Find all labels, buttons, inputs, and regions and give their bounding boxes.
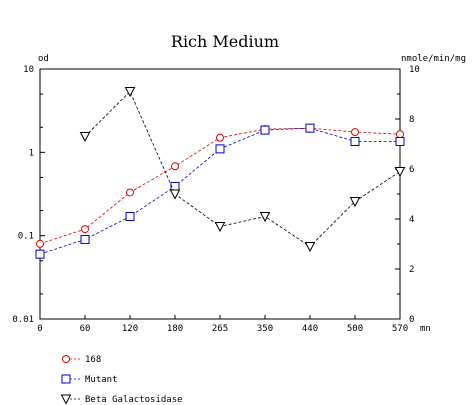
y-right-tick-label: 8 bbox=[409, 115, 414, 125]
data-point bbox=[350, 136, 360, 146]
data-point bbox=[35, 249, 45, 259]
y-left-tick-label: 0.01 bbox=[12, 315, 34, 325]
y-right-tick-label: 4 bbox=[409, 215, 414, 225]
legend-marker bbox=[62, 355, 70, 363]
data-point bbox=[170, 181, 180, 191]
data-point bbox=[79, 132, 91, 143]
data-point bbox=[81, 225, 89, 234]
x-tick-label: 500 bbox=[347, 324, 363, 334]
y-right-axis-label: nmole/min/mg bbox=[401, 54, 466, 64]
legend-label: 168 bbox=[85, 355, 101, 365]
legend-label: Beta Galactosidase bbox=[85, 395, 183, 405]
data-point bbox=[169, 189, 181, 200]
y-right-tick-label: 2 bbox=[409, 265, 414, 275]
data-point bbox=[215, 144, 225, 154]
plot-frame bbox=[39, 68, 401, 320]
x-axis-label: mn bbox=[420, 324, 431, 334]
series-1 bbox=[35, 123, 405, 259]
data-point bbox=[260, 125, 270, 135]
y-left-axis-label: od bbox=[38, 54, 49, 64]
legend-marker bbox=[60, 394, 72, 405]
x-tick-label: 0 bbox=[37, 324, 42, 334]
data-point bbox=[80, 234, 90, 244]
legend-marker bbox=[61, 374, 71, 384]
x-tick-label: 570 bbox=[392, 324, 408, 334]
data-point bbox=[304, 242, 316, 253]
x-tick-label: 265 bbox=[212, 324, 228, 334]
legend: 168 Mutant Beta Galactosidase bbox=[60, 355, 183, 405]
y-right-tick-label: 10 bbox=[409, 65, 420, 75]
data-point bbox=[259, 212, 271, 223]
data-point bbox=[214, 222, 226, 233]
data-point bbox=[395, 136, 405, 146]
legend-label: Mutant bbox=[85, 375, 118, 385]
data-point bbox=[349, 197, 361, 208]
x-tick-label: 180 bbox=[167, 324, 183, 334]
chart-title: Rich Medium bbox=[171, 32, 279, 51]
data-point bbox=[124, 87, 136, 98]
data-point bbox=[351, 128, 359, 137]
data-point bbox=[305, 123, 315, 133]
series-2 bbox=[79, 87, 406, 253]
x-tick-label: 350 bbox=[257, 324, 273, 334]
data-point bbox=[216, 133, 224, 142]
data-point bbox=[125, 211, 135, 221]
x-tick-label: 440 bbox=[302, 324, 318, 334]
data-point bbox=[171, 162, 179, 171]
data-point bbox=[396, 130, 404, 139]
x-tick-label: 60 bbox=[80, 324, 91, 334]
series-line bbox=[84, 90, 401, 248]
data-point bbox=[126, 188, 134, 197]
x-tick-label: 120 bbox=[122, 324, 138, 334]
y-left-tick-label: 0.1 bbox=[18, 232, 34, 242]
data-point bbox=[36, 239, 44, 248]
data-point bbox=[394, 167, 406, 178]
y-right-tick-label: 6 bbox=[409, 165, 414, 175]
y-left-tick-label: 1 bbox=[29, 148, 34, 158]
series-layer bbox=[35, 87, 406, 259]
y-right-tick-label: 0 bbox=[409, 315, 414, 325]
y-left-tick-label: 10 bbox=[23, 65, 34, 75]
axis-ticks: 0 60 120 180 265 350 440 500 570 mn1010.10.011086… bbox=[12, 65, 431, 334]
